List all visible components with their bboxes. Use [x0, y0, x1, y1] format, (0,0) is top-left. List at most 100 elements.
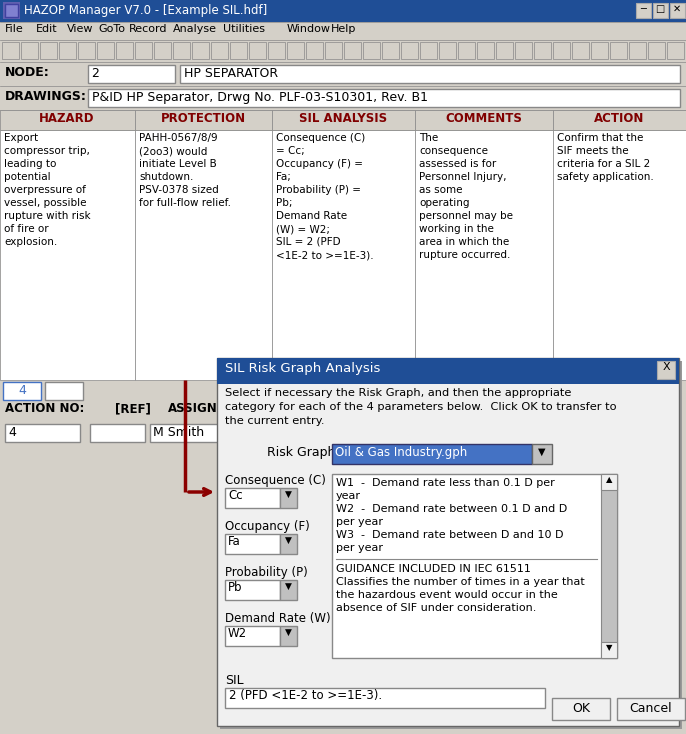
Bar	[667, 42, 684, 59]
Bar	[420, 42, 437, 59]
Bar	[0, 62, 686, 86]
Text: overpressure of: overpressure of	[4, 185, 86, 195]
Bar	[280, 580, 297, 600]
Text: SIL Risk Graph Analysis: SIL Risk Graph Analysis	[225, 362, 380, 375]
Text: consequence: consequence	[419, 146, 488, 156]
Bar	[0, 130, 135, 380]
Text: Personnel Injury,: Personnel Injury,	[419, 172, 506, 182]
Bar	[458, 42, 475, 59]
Bar	[670, 3, 685, 18]
Text: (2oo3) would: (2oo3) would	[139, 146, 207, 156]
Text: ▼: ▼	[539, 447, 546, 457]
Text: Consequence (C): Consequence (C)	[225, 474, 326, 487]
Bar	[653, 3, 668, 18]
Bar	[173, 42, 190, 59]
Text: criteria for a SIL 2: criteria for a SIL 2	[557, 159, 650, 169]
Text: compressor trip,: compressor trip,	[4, 146, 90, 156]
Text: Classifies the number of times in a year that: Classifies the number of times in a year…	[336, 577, 584, 587]
Bar	[629, 42, 646, 59]
Bar	[5, 4, 18, 17]
Bar	[572, 42, 589, 59]
Bar	[90, 424, 145, 442]
Text: Confirm that the: Confirm that the	[557, 133, 643, 143]
Bar	[225, 626, 280, 646]
Text: Utilities: Utilities	[224, 24, 265, 34]
Text: Oil & Gas Industry.gph: Oil & Gas Industry.gph	[335, 446, 467, 459]
Bar	[0, 400, 686, 424]
Text: Probability (P) =: Probability (P) =	[276, 185, 361, 195]
Bar	[116, 42, 133, 59]
Bar	[496, 42, 513, 59]
Text: per year: per year	[336, 517, 383, 527]
Text: 4: 4	[18, 384, 26, 397]
Text: HAZOP Manager V7.0 - [Example SIL.hdf]: HAZOP Manager V7.0 - [Example SIL.hdf]	[24, 4, 268, 17]
Bar	[135, 110, 272, 130]
Text: File: File	[5, 24, 24, 34]
Text: the current entry.: the current entry.	[225, 416, 324, 426]
Text: Analyse: Analyse	[173, 24, 217, 34]
Bar	[287, 42, 304, 59]
Text: W1  -  Demand rate less than 0.1 D per: W1 - Demand rate less than 0.1 D per	[336, 478, 555, 488]
Bar	[59, 42, 76, 59]
Bar	[249, 42, 266, 59]
Bar	[601, 474, 617, 490]
Bar	[88, 89, 680, 107]
Text: Cancel: Cancel	[630, 702, 672, 715]
Bar	[3, 2, 20, 19]
Bar	[40, 42, 57, 59]
Text: Record: Record	[129, 24, 167, 34]
Text: <1E-2 to >=1E-3).: <1E-2 to >=1E-3).	[276, 250, 374, 260]
Text: COMMENTS: COMMENTS	[446, 112, 523, 125]
Bar	[534, 42, 551, 59]
Text: the hazardous event would occur in the: the hazardous event would occur in the	[336, 590, 558, 600]
Text: ASSIGNED: ASSIGNED	[168, 402, 235, 415]
Text: Probability (P): Probability (P)	[225, 566, 308, 579]
Text: shutdown.: shutdown.	[139, 172, 193, 182]
Text: explosion.: explosion.	[4, 237, 57, 247]
Text: Fa;: Fa;	[276, 172, 291, 182]
Text: per year: per year	[336, 543, 383, 553]
Text: X: X	[662, 362, 670, 372]
Text: ▼: ▼	[285, 628, 292, 637]
Bar	[601, 642, 617, 658]
Text: year: year	[336, 491, 361, 501]
Text: ✕: ✕	[673, 4, 681, 14]
Text: ▼: ▼	[285, 582, 292, 591]
Text: Fa: Fa	[228, 535, 241, 548]
Bar	[0, 0, 686, 22]
Bar	[217, 358, 679, 384]
Text: ▼: ▼	[285, 536, 292, 545]
Text: area in which the: area in which the	[419, 237, 509, 247]
Bar	[97, 42, 114, 59]
Bar	[225, 488, 280, 508]
Bar	[552, 698, 610, 720]
Text: Pb;: Pb;	[276, 198, 292, 208]
Text: Consequence (C): Consequence (C)	[276, 133, 365, 143]
Bar	[280, 488, 297, 508]
Text: personnel may be: personnel may be	[419, 211, 513, 221]
Text: Window: Window	[287, 24, 331, 34]
Text: as some: as some	[419, 185, 462, 195]
Bar	[532, 444, 552, 464]
Bar	[154, 42, 171, 59]
Text: working in the: working in the	[419, 224, 494, 234]
Text: Cc: Cc	[228, 489, 243, 502]
Bar	[601, 474, 617, 658]
Bar	[553, 42, 570, 59]
Bar	[415, 110, 553, 130]
Text: 4: 4	[8, 426, 16, 439]
Bar	[477, 42, 494, 59]
Bar	[268, 42, 285, 59]
Text: for full-flow relief.: for full-flow relief.	[139, 198, 231, 208]
Bar	[150, 424, 240, 442]
Text: 2 (PFD <1E-2 to >=1E-3).: 2 (PFD <1E-2 to >=1E-3).	[229, 689, 382, 702]
Bar	[211, 42, 228, 59]
Text: Demand Rate (W): Demand Rate (W)	[225, 612, 331, 625]
Bar	[220, 361, 682, 729]
Text: PSV-0378 sized: PSV-0378 sized	[139, 185, 219, 195]
Text: ACTION NO:: ACTION NO:	[5, 402, 84, 415]
Text: NODE:: NODE:	[5, 66, 50, 79]
Bar	[648, 42, 665, 59]
Bar	[553, 110, 686, 130]
Bar	[78, 42, 95, 59]
